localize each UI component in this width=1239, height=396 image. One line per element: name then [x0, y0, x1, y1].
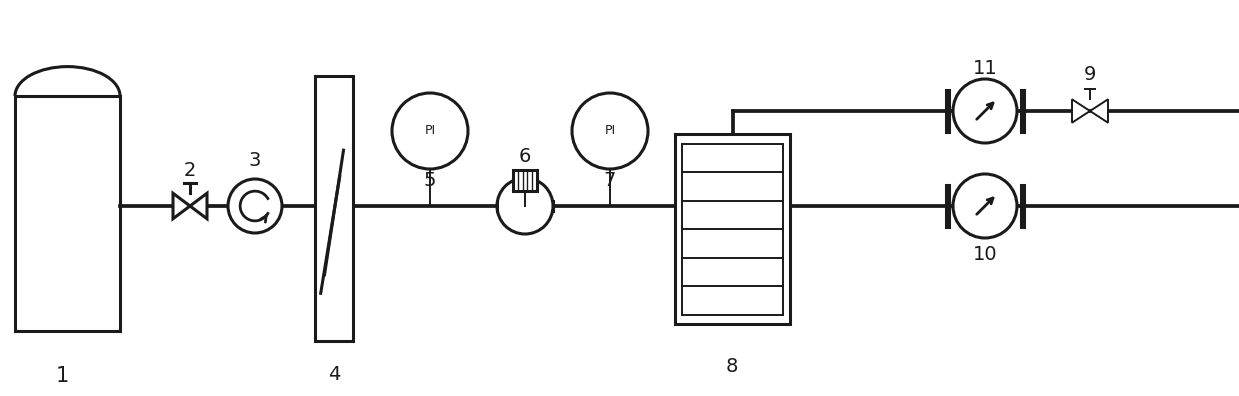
Polygon shape: [190, 193, 207, 219]
Text: 7: 7: [603, 171, 616, 190]
Text: 9: 9: [1084, 65, 1097, 84]
Polygon shape: [1072, 99, 1090, 123]
Polygon shape: [1090, 99, 1108, 123]
Circle shape: [572, 93, 648, 169]
Circle shape: [953, 174, 1017, 238]
Text: 3: 3: [249, 152, 261, 171]
Bar: [315, 76, 353, 341]
Circle shape: [228, 179, 282, 233]
Bar: [15, 96, 120, 331]
Bar: [675, 134, 790, 324]
Text: PI: PI: [605, 124, 616, 137]
Circle shape: [953, 79, 1017, 143]
Text: 2: 2: [183, 162, 196, 181]
Circle shape: [497, 178, 553, 234]
Bar: [513, 170, 536, 190]
Bar: [681, 143, 783, 314]
Text: 5: 5: [424, 171, 436, 190]
Text: 4: 4: [328, 364, 341, 383]
Text: 1: 1: [56, 366, 68, 386]
Text: 6: 6: [519, 147, 532, 166]
Text: 11: 11: [973, 59, 997, 78]
Text: 8: 8: [726, 356, 738, 375]
Text: 10: 10: [973, 244, 997, 263]
Text: PI: PI: [425, 124, 436, 137]
Circle shape: [392, 93, 468, 169]
Polygon shape: [173, 193, 190, 219]
